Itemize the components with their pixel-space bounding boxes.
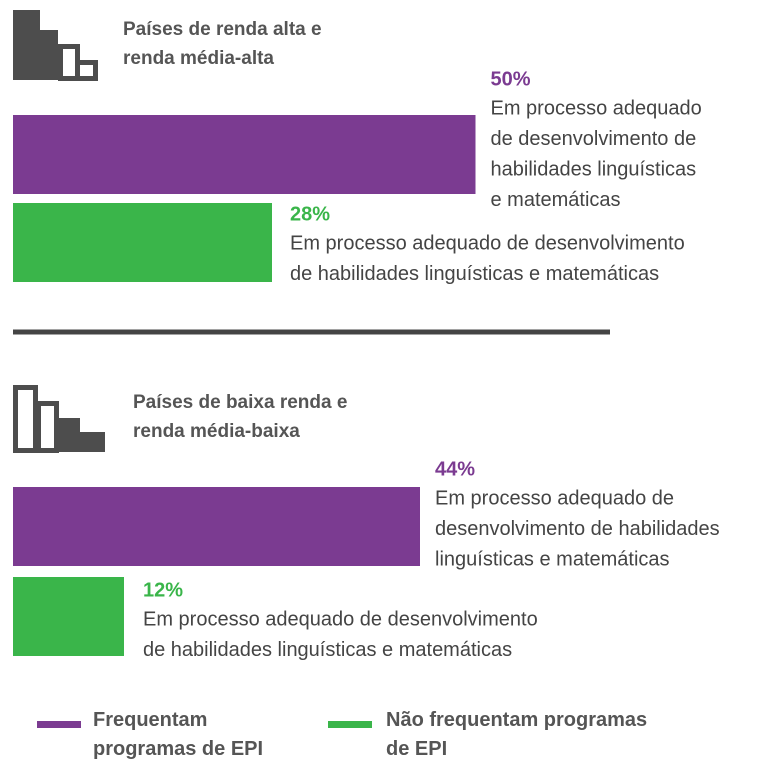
- legend-label: Não frequentam programas de EPI: [386, 709, 648, 760]
- legend-item: Frequentam programas de EPI: [93, 709, 264, 760]
- bar-description: Em processo adequado: [491, 97, 702, 119]
- panel-title: Países de renda alta e: [123, 19, 322, 40]
- bar: [13, 203, 272, 282]
- bar-description: de habilidades linguísticas e matemática…: [143, 639, 512, 661]
- legend-item: Não frequentam programas de EPI: [386, 709, 648, 760]
- legend-label: Frequentam programas de EPI: [93, 709, 264, 760]
- bar-description: Em processo adequado de desenvolvimento: [143, 608, 538, 630]
- icon-high-income: [13, 10, 98, 81]
- bar-description: de habilidades linguísticas e matemática…: [290, 263, 659, 285]
- bar: [13, 487, 420, 566]
- value-label: 12%: [143, 579, 183, 601]
- icon-low-income: [13, 385, 105, 453]
- panel-title: renda média-baixa: [133, 421, 300, 442]
- bar-description: Em processo adequado de desenvolvimento: [290, 232, 685, 254]
- legend-swatch: [37, 721, 81, 728]
- legend-swatch: [328, 721, 372, 728]
- value-label: 44%: [435, 458, 475, 480]
- bar-description: Em processo adequado de: [435, 487, 674, 509]
- bar-description: linguísticas e matemáticas: [435, 548, 670, 570]
- bar: [13, 577, 124, 656]
- bar-description: desenvolvimento de habilidades: [435, 518, 720, 540]
- bar-description: habilidades linguísticas: [491, 158, 697, 180]
- bar: [13, 115, 476, 194]
- bar-description: e matemáticas: [491, 189, 621, 211]
- value-label: 28%: [290, 203, 330, 225]
- panel-title: renda média-alta: [123, 48, 274, 69]
- bar-description: de desenvolvimento de: [491, 128, 697, 150]
- value-label: 50%: [491, 68, 531, 90]
- panel-title: Países de baixa renda e: [133, 392, 347, 413]
